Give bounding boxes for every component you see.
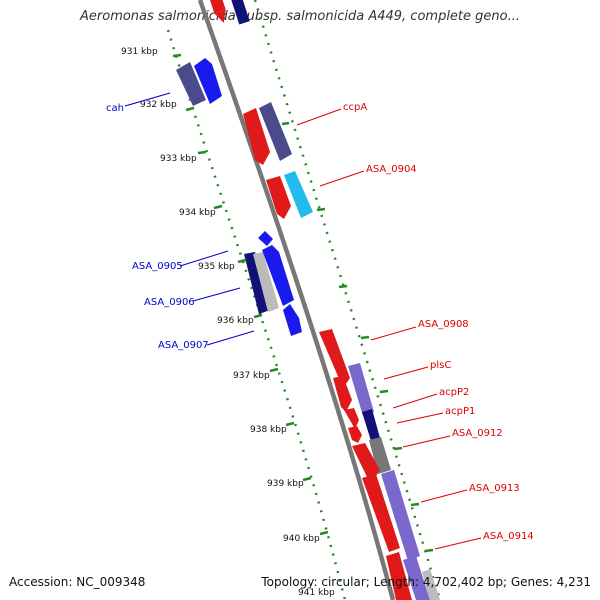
gene-top-darkblue[interactable] [230, 0, 250, 25]
gene-label-ASA-0913[interactable]: ASA_0913 [469, 483, 520, 494]
gene-arrow-small-top[interactable] [258, 231, 273, 246]
gene-label-acpP2[interactable]: acpP2 [439, 387, 469, 398]
tick-label: 934 kbp [179, 208, 216, 218]
leader-ASA-0905 [179, 250, 229, 267]
gene-cah-pair[interactable] [176, 58, 222, 106]
leader-ASA-0904 [319, 170, 365, 187]
gene-label-ASA-0908[interactable]: ASA_0908 [418, 319, 469, 330]
gene-plsC-column[interactable] [348, 363, 391, 482]
gene-label-cah[interactable]: cah [106, 103, 124, 114]
leader-ccpA [296, 108, 342, 126]
gene-label-ASA-0904[interactable]: ASA_0904 [366, 164, 417, 175]
inner-dotted-ring [253, 0, 442, 600]
outer-dotted-ring [166, 29, 347, 600]
accession-label: Accession: NC_009348 [9, 575, 146, 589]
tick-label: 935 kbp [198, 262, 235, 272]
gene-ASA-0913-0914-column[interactable] [362, 470, 440, 600]
tick-label: 936 kbp [217, 316, 254, 326]
map-title: Aeromonas salmonicida subsp. salmonicida… [80, 9, 520, 24]
gene-label-ASA-0906[interactable]: ASA_0906 [144, 297, 195, 308]
leader-cah [124, 92, 171, 107]
tick-label: 931 kbp [121, 47, 158, 57]
tick-label: 941 kbp [298, 588, 335, 598]
gene-cluster-ASA-0905-0906[interactable] [244, 245, 294, 314]
gene-label-plsC[interactable]: plsC [430, 360, 451, 371]
gene-label-ccpA[interactable]: ccpA [343, 102, 367, 113]
topology-label: Topology: circular; Length: 4,702,402 bp… [261, 575, 591, 589]
tick-marks [172, 53, 434, 553]
tick-label: 939 kbp [267, 479, 304, 489]
leader-ASA-0908 [370, 326, 417, 341]
leader-acpP2 [392, 393, 438, 409]
leader-plsC [383, 366, 429, 380]
gene-top-red[interactable] [206, 0, 230, 25]
leader-ASA-0907 [206, 330, 255, 346]
tick-label: 938 kbp [250, 425, 287, 435]
leader-ASA-0913 [420, 489, 468, 503]
tick-label: 940 kbp [283, 534, 320, 544]
gene-label-ASA-0905[interactable]: ASA_0905 [132, 261, 183, 272]
tick-label: 932 kbp [140, 100, 177, 110]
leader-ASA-0914 [434, 537, 482, 550]
gene-label-ASA-0914[interactable]: ASA_0914 [483, 531, 534, 542]
gene-ASA-0907[interactable] [283, 304, 302, 336]
gene-label-ASA-0907[interactable]: ASA_0907 [158, 340, 209, 351]
leader-ASA-0906 [192, 287, 241, 302]
gene-ASA-0908-column[interactable] [319, 329, 362, 443]
tick-label: 933 kbp [160, 154, 197, 164]
leader-ASA-0912 [402, 435, 451, 448]
gene-ASA-0904-pair[interactable] [266, 171, 313, 219]
gene-ccpA-pair[interactable] [243, 102, 292, 165]
gene-label-ASA-0912[interactable]: ASA_0912 [452, 428, 503, 439]
gene-label-acpP1[interactable]: acpP1 [445, 406, 475, 417]
leader-acpP1 [396, 412, 444, 424]
genome-backbone [197, 0, 396, 600]
tick-label: 937 kbp [233, 371, 270, 381]
